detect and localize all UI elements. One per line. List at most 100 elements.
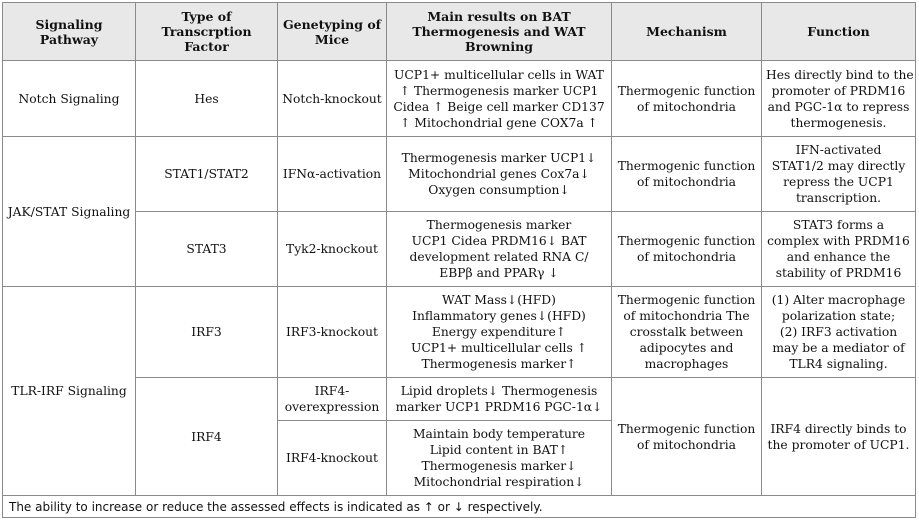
result-line: ↑ Thermogenesis marker UCP1 xyxy=(399,83,599,98)
function-line: TLR4 signaling. xyxy=(789,357,888,371)
mechanism-irf3: Thermogenic function of mitochondria The… xyxy=(611,286,762,378)
header-transcription-factor: Type of Transcrption Factor xyxy=(135,2,278,61)
function-line: polarization state; xyxy=(781,309,896,323)
results-irf3: WAT Mass↓(HFD) Inflammatory genes↓(HFD) … xyxy=(386,286,612,378)
result-line: UCP1+ multicellular cells ↑ xyxy=(410,341,588,355)
header-genotype: Genetyping of Mice xyxy=(277,2,387,61)
mechanism-line: of mitochondria xyxy=(637,437,736,452)
function-line: repress the UCP1 xyxy=(783,175,894,189)
mechanism-line: of mitochondria xyxy=(637,99,736,114)
header-function: Function xyxy=(761,2,916,61)
function-line: and enhance the xyxy=(786,250,891,264)
pathway-tlr-irf: TLR-IRF Signaling xyxy=(2,286,136,496)
function-line: thermogenesis. xyxy=(790,115,887,130)
mechanism-line: of mitochondria xyxy=(637,175,736,189)
table-footnote: The ability to increase or reduce the as… xyxy=(2,495,916,518)
result-line: WAT Mass↓(HFD) xyxy=(442,293,556,307)
function-line: stability of PRDM16 xyxy=(775,266,902,280)
function-stat3: STAT3 forms a complex with PRDM16 and en… xyxy=(761,211,916,287)
result-line: Lipid droplets↓ Thermogenesis xyxy=(400,384,598,398)
genotype-tyk2-knockout: Tyk2-knockout xyxy=(277,211,387,287)
table-row: TLR-IRF Signaling IRF3 IRF3-knockout WAT… xyxy=(2,286,916,496)
function-stat12: IFN-activated STAT1/2 may directly repre… xyxy=(761,136,916,212)
mechanism-hes: Thermogenic function of mitochondria xyxy=(611,60,762,137)
result-line: Oxygen consumption↓ xyxy=(428,183,570,197)
function-irf3: (1) Alter macrophage polarization state;… xyxy=(761,286,916,378)
result-line: Thermogenesis marker xyxy=(426,218,572,232)
tf-hes: Hes xyxy=(135,60,278,137)
tf-stat1-stat2: STAT1/STAT2 xyxy=(135,136,278,212)
result-line: UCP1+ multicellular cells in WAT xyxy=(394,67,604,82)
pathway-jak-stat: JAK/STAT Signaling xyxy=(2,136,136,287)
function-line: (1) Alter macrophage xyxy=(771,293,906,307)
genotype-line: overexpression xyxy=(284,400,380,414)
tf-irf4: IRF4 xyxy=(135,377,278,496)
function-line: the promoter of UCP1. xyxy=(767,437,910,452)
tf-irf3: IRF3 xyxy=(135,286,278,378)
result-line: marker UCP1 PRDM16 PGC-1α↓ xyxy=(395,400,603,414)
mechanism-stat12: Thermogenic function of mitochondria xyxy=(611,136,762,212)
mechanism-line: Thermogenic function xyxy=(617,159,756,173)
mechanism-stat3: Thermogenic function of mitochondria xyxy=(611,211,762,287)
mechanism-line: Thermogenic function xyxy=(617,83,756,98)
result-line: Maintain body temperature xyxy=(412,427,586,441)
results-irf4-overexpression: Lipid droplets↓ Thermogenesis marker UCP… xyxy=(386,377,612,421)
header-mechanism: Mechanism xyxy=(611,2,762,61)
function-irf4: IRF4 directly binds to the promoter of U… xyxy=(761,377,916,496)
function-line: complex with PRDM16 xyxy=(767,234,910,248)
genotype-ifn-activation: IFNα-activation xyxy=(277,136,387,212)
function-line: promoter of PRDM16 xyxy=(771,83,906,98)
results-hes: UCP1+ multicellular cells in WAT ↑ Therm… xyxy=(386,60,612,137)
mechanism-line: Thermogenic function xyxy=(617,421,756,436)
mechanism-irf4: Thermogenic function of mitochondria xyxy=(611,377,762,496)
result-line: Energy expenditure↑ xyxy=(431,325,567,339)
function-line: transcription. xyxy=(795,191,882,205)
mechanism-line: Thermogenic function xyxy=(617,293,756,307)
genotype-notch-knockout: Notch-knockout xyxy=(277,60,387,137)
footnote-row: The ability to increase or reduce the as… xyxy=(2,495,916,518)
result-line: UCP1 Cidea PRDM16↓ BAT xyxy=(411,234,587,248)
table-row: Notch Signaling Hes Notch-knockout UCP1+… xyxy=(2,60,916,137)
table-row: IRF4-knockout Maintain body temperature … xyxy=(3,420,916,496)
result-line: Mitochondrial genes Cox7a↓ xyxy=(408,167,590,181)
result-line: Thermogenesis marker UCP1↓ xyxy=(401,151,597,165)
result-line: Inflammatory genes↓(HFD) xyxy=(412,309,586,323)
mechanism-line: Thermogenic function xyxy=(617,234,756,248)
result-line: Thermogenesis marker↑ xyxy=(421,357,577,371)
results-stat3: Thermogenesis marker UCP1 Cidea PRDM16↓ … xyxy=(386,211,612,287)
table-row: JAK/STAT Signaling STAT1/STAT2 IFNα-acti… xyxy=(2,136,916,287)
mechanism-line: of mitochondria The xyxy=(623,309,750,323)
function-line: (2) IRF3 activation xyxy=(779,325,898,339)
result-line: Thermogenesis marker↓ xyxy=(421,459,577,473)
genotype-irf3-knockout: IRF3-knockout xyxy=(277,286,387,378)
mechanism-line: adipocytes and xyxy=(639,341,734,355)
tf-stat3: STAT3 xyxy=(135,211,278,287)
genotype-irf4-knockout: IRF4-knockout xyxy=(277,420,387,496)
mechanism-line: of mitochondria xyxy=(637,250,736,264)
function-line: STAT1/2 may directly xyxy=(771,159,906,173)
header-row: Signaling Pathway Type of Transcrption F… xyxy=(2,2,916,61)
result-line: Mitochondrial respiration↓ xyxy=(413,475,585,489)
function-hes: Hes directly bind to the promoter of PRD… xyxy=(761,60,916,137)
genotype-irf4-overexpression: IRF4- overexpression xyxy=(277,377,387,421)
table-row: STAT3 Tyk2-knockout Thermogenesis marker… xyxy=(3,211,916,287)
result-line: EBPβ and PPARγ ↓ xyxy=(439,266,559,280)
function-line: IRF4 directly binds to xyxy=(770,421,907,436)
header-main-results: Main results on BAT Thermogenesis and WA… xyxy=(386,2,612,61)
function-line: and PGC-1α to repress xyxy=(767,99,910,114)
pathway-notch: Notch Signaling xyxy=(2,60,136,137)
result-line: ↑ Mitochondrial gene COX7a ↑ xyxy=(400,115,598,130)
function-line: STAT3 forms a xyxy=(792,218,885,232)
result-line: Cidea ↑ Beige cell marker CD137 xyxy=(393,99,605,114)
result-line: Lipid content in BAT↑ xyxy=(429,443,569,457)
function-line: may be a mediator of xyxy=(772,341,905,355)
results-irf4-knockout: Maintain body temperature Lipid content … xyxy=(386,420,612,496)
genotype-line: IRF4- xyxy=(314,384,350,398)
result-line: development related RNA C/ xyxy=(409,250,589,264)
function-line: Hes directly bind to the xyxy=(766,67,914,82)
table-row: IRF4 IRF4- overexpression Lipid droplets… xyxy=(3,377,916,496)
header-pathway: Signaling Pathway xyxy=(2,2,136,61)
results-stat12: Thermogenesis marker UCP1↓ Mitochondrial… xyxy=(386,136,612,212)
mechanism-line: macrophages xyxy=(644,357,729,371)
mechanism-line: crosstalk between xyxy=(629,325,744,339)
